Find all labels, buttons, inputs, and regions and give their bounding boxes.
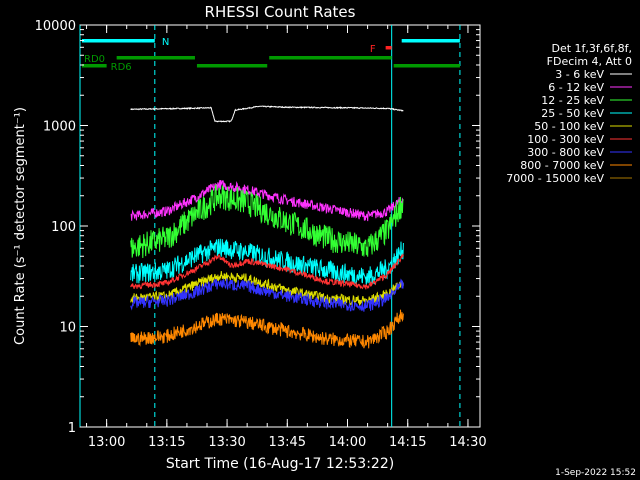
footer-timestamp: 1-Sep-2022 15:52 bbox=[555, 468, 636, 478]
x-tick-label: 13:15 bbox=[148, 435, 185, 450]
y-tick-label: 10 bbox=[59, 321, 76, 336]
x-tick-label: 13:00 bbox=[88, 435, 125, 450]
flag-bar-rd6 bbox=[196, 64, 268, 68]
series-line bbox=[130, 278, 404, 312]
x-tick-label: 14:00 bbox=[329, 435, 366, 450]
series-line bbox=[130, 105, 404, 123]
series-line bbox=[130, 180, 404, 222]
flag-bar-f bbox=[385, 46, 392, 50]
legend-header: Det 1f,3f,6f,8f, bbox=[551, 42, 632, 55]
flag-bar-rd6 bbox=[82, 64, 107, 68]
flag-label-f: F bbox=[370, 44, 376, 55]
legend-entry-label: 7000 - 15000 keV bbox=[506, 172, 604, 185]
series-line bbox=[130, 238, 404, 287]
flag-bar-rd0 bbox=[269, 56, 392, 60]
x-tick-label: 13:45 bbox=[269, 435, 306, 450]
flag-bar-rd0 bbox=[116, 56, 195, 60]
legend-entry-label: 800 - 7000 keV bbox=[520, 159, 604, 172]
y-tick-label: 100 bbox=[51, 220, 76, 235]
x-axis-label: Start Time (16-Aug-17 12:53:22) bbox=[166, 456, 394, 472]
series-line bbox=[130, 184, 404, 259]
series-line bbox=[130, 309, 404, 349]
legend-header: FDecim 4, Att 0 bbox=[547, 55, 632, 68]
flag-bar-n bbox=[401, 39, 460, 43]
legend-entry-label: 12 - 25 keV bbox=[541, 94, 604, 107]
flag-bar-rd6 bbox=[393, 64, 460, 68]
legend-entry-label: 100 - 300 keV bbox=[527, 133, 604, 146]
plot-frame bbox=[79, 24, 481, 428]
flag-label-n: N bbox=[162, 37, 169, 48]
y-axis-label: Count Rate (s⁻¹ detector segment⁻¹) bbox=[13, 107, 28, 345]
legend-entry-label: 25 - 50 keV bbox=[541, 107, 604, 120]
series-line bbox=[130, 270, 404, 306]
flag-label-rd6: RD6 bbox=[111, 62, 132, 73]
chart-title: RHESSI Count Rates bbox=[205, 3, 356, 21]
y-tick-label: 10000 bbox=[35, 19, 76, 34]
flag-bar-n bbox=[82, 39, 155, 43]
legend-entry-label: 300 - 800 keV bbox=[527, 146, 604, 159]
legend-entry-label: 3 - 6 keV bbox=[555, 68, 604, 81]
x-tick-label: 13:30 bbox=[208, 435, 245, 450]
legend-entry-label: 6 - 12 keV bbox=[548, 81, 604, 94]
x-tick-label: 14:30 bbox=[449, 435, 486, 450]
x-tick-label: 14:15 bbox=[389, 435, 426, 450]
flag-label-rd0: RD0 bbox=[84, 54, 105, 65]
series-line bbox=[130, 252, 404, 290]
y-tick-label: 1000 bbox=[43, 120, 76, 135]
legend-entry-label: 50 - 100 keV bbox=[534, 120, 604, 133]
y-tick-label: 1 bbox=[68, 421, 76, 436]
